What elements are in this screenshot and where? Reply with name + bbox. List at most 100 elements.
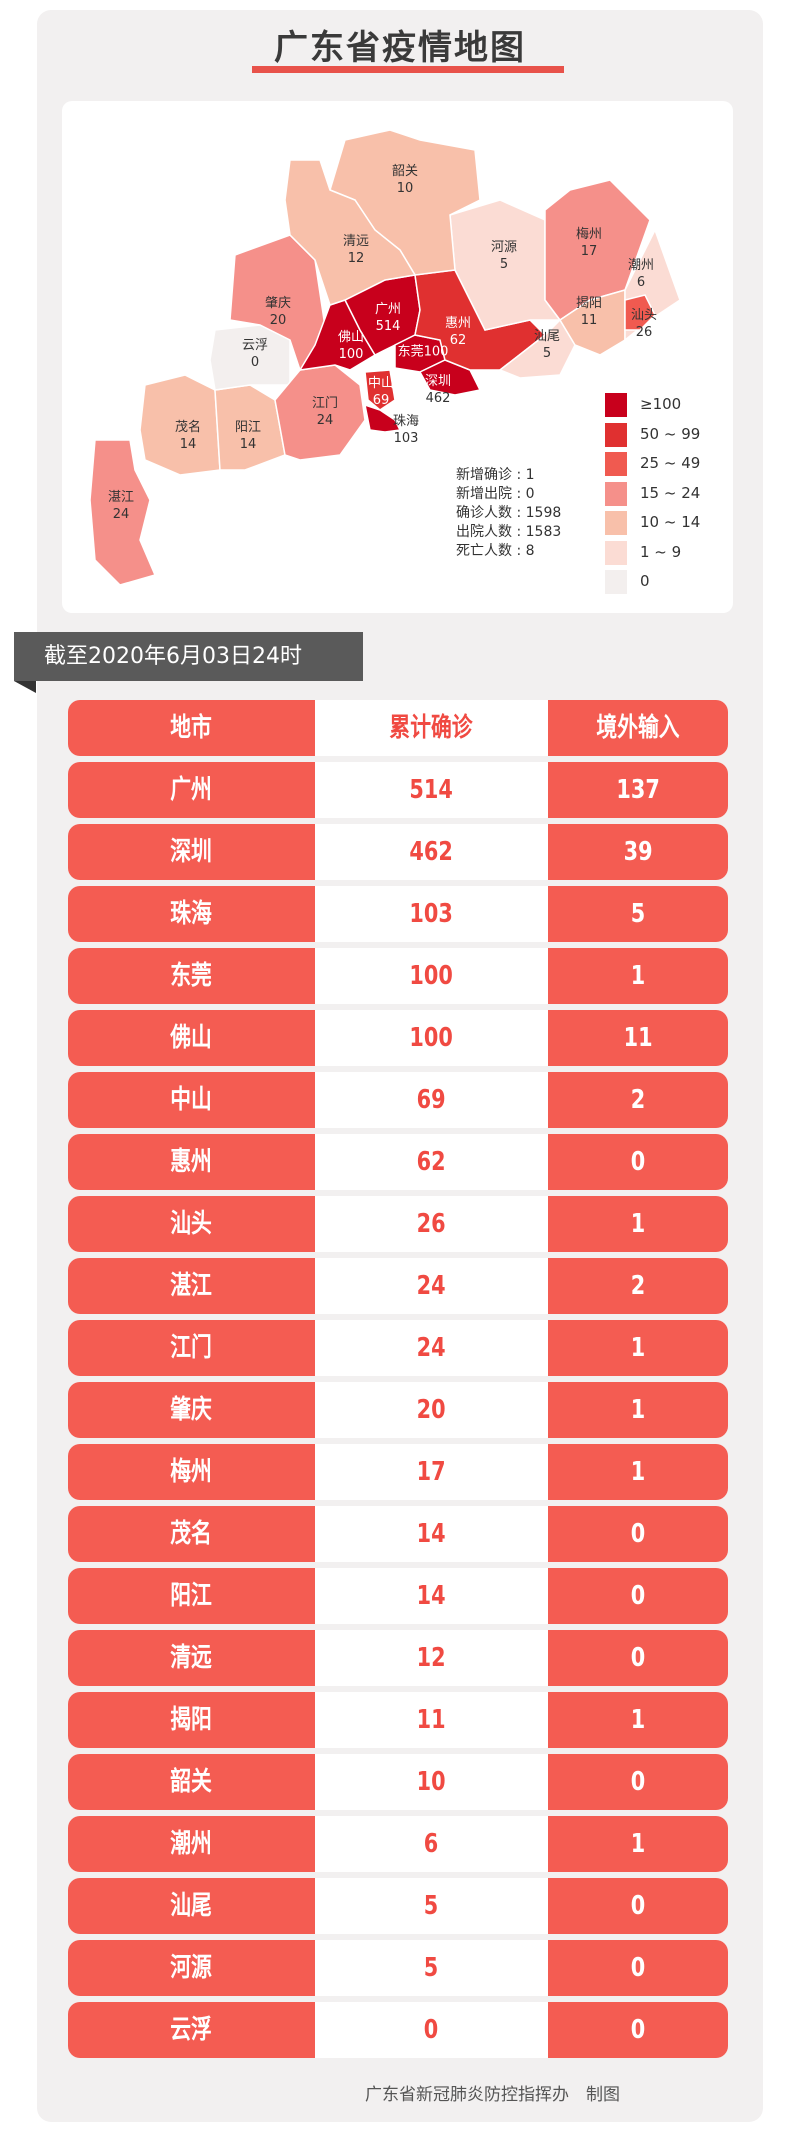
legend-label: 10 ~ 14 [640, 513, 701, 531]
cell-text: 24 [417, 1333, 446, 1363]
map-label-guangzhou: 广州 514 [374, 302, 402, 334]
cell-text: 阳江 [170, 1581, 213, 1611]
map-label-shenzhen: 深圳 462 [424, 374, 452, 406]
cell-text: 佛山 [170, 1023, 213, 1053]
cell-text: 20 [417, 1395, 446, 1425]
cell-text: 0 [630, 1953, 646, 1983]
legend-label: ≥100 [640, 395, 682, 413]
cell-city: 中山 [68, 1072, 315, 1128]
cell-text: 5 [424, 1953, 439, 1983]
cell-text: 0 [630, 1147, 646, 1177]
cell-city: 汕尾 [68, 1878, 315, 1934]
cell-city: 江门 [68, 1320, 315, 1376]
cell-imported: 0 [548, 1630, 728, 1686]
cell-cumulative: 17 [315, 1444, 548, 1500]
table-row: 珠海 103 5 [68, 886, 728, 942]
cell-cumulative: 24 [315, 1320, 548, 1376]
cell-imported: 39 [548, 824, 728, 880]
map-label-zhaoqing: 肇庆 20 [264, 296, 292, 328]
table-row: 中山 69 2 [68, 1072, 728, 1128]
cell-city: 湛江 [68, 1258, 315, 1314]
cell-imported: 2 [548, 1072, 728, 1128]
cell-city: 东莞 [68, 948, 315, 1004]
cell-imported: 0 [548, 1568, 728, 1624]
table-row: 汕尾 5 0 [68, 1878, 728, 1934]
cell-city: 韶关 [68, 1754, 315, 1810]
header-city: 地市 [68, 700, 315, 756]
cell-text: 26 [417, 1209, 446, 1239]
cell-city: 河源 [68, 1940, 315, 1996]
cell-text: 云浮 [170, 2015, 213, 2045]
header-cumulative: 累计确诊 [315, 700, 548, 756]
cell-text: 中山 [170, 1085, 213, 1115]
stats-summary: 新增确诊 : 1 新增出院 : 0 确诊人数 : 1598 出院人数 : 158… [456, 466, 561, 561]
cell-text: 潮州 [170, 1829, 213, 1859]
region-maoming [139, 374, 221, 476]
cell-text: 0 [630, 1643, 646, 1673]
table-row: 佛山 100 11 [68, 1010, 728, 1066]
cell-text: 14 [417, 1581, 446, 1611]
region-heyuan [449, 199, 562, 331]
cell-imported: 1 [548, 1196, 728, 1252]
cell-text: 深圳 [170, 837, 213, 867]
cell-text: 69 [417, 1085, 446, 1115]
cell-text: 24 [417, 1271, 446, 1301]
map-label-jiangmen: 江门 24 [311, 396, 339, 428]
cell-cumulative: 24 [315, 1258, 548, 1314]
cell-city: 珠海 [68, 886, 315, 942]
cell-text: 汕头 [170, 1209, 213, 1239]
cell-text: 韶关 [170, 1767, 213, 1797]
map-label-shanwei: 汕尾 5 [533, 329, 561, 361]
cell-text: 100 [409, 1023, 454, 1053]
table-header: 地市 累计确诊 境外输入 [68, 700, 728, 756]
cell-text: 103 [409, 899, 454, 929]
cell-text: 11 [417, 1705, 446, 1735]
cell-imported: 0 [548, 1506, 728, 1562]
cell-cumulative: 10 [315, 1754, 548, 1810]
legend-label: 50 ~ 99 [640, 424, 701, 443]
cell-text: 5 [630, 899, 646, 929]
map-label-maoming: 茂名 14 [174, 420, 202, 452]
cell-text: 62 [417, 1147, 446, 1177]
map-label-yangjiang: 阳江 14 [234, 420, 262, 452]
map-label-yunfu: 云浮 0 [241, 338, 269, 370]
cell-text: 1 [630, 1395, 646, 1425]
cell-text: 广州 [170, 775, 213, 805]
cell-text: 6 [424, 1829, 439, 1859]
cell-text: 10 [417, 1767, 446, 1797]
cell-cumulative: 0 [315, 2002, 548, 2058]
cell-city: 佛山 [68, 1010, 315, 1066]
cell-text: 5 [424, 1891, 439, 1921]
cell-text: 11 [623, 1023, 653, 1053]
cell-cumulative: 462 [315, 824, 548, 880]
table-row: 潮州 6 1 [68, 1816, 728, 1872]
cell-cumulative: 6 [315, 1816, 548, 1872]
cell-text: 0 [630, 1767, 646, 1797]
cell-text: 东莞 [170, 961, 213, 991]
map-label-dongguan: 东莞100 [397, 344, 449, 360]
cell-text: 0 [630, 2015, 646, 2045]
stat-discharged: 出院人数 : 1583 [456, 524, 562, 540]
map-label-zhanjiang: 湛江 24 [107, 490, 135, 522]
legend-label: 15 ~ 24 [640, 483, 701, 502]
legend-swatch [605, 511, 627, 535]
cell-text: 2 [630, 1085, 646, 1115]
table-row: 梅州 17 1 [68, 1444, 728, 1500]
cell-text: 1 [630, 1457, 646, 1487]
cell-imported: 11 [548, 1010, 728, 1066]
map-label-shantou: 汕头 26 [630, 308, 658, 340]
cell-cumulative: 5 [315, 1878, 548, 1934]
cell-text: 0 [424, 2015, 439, 2045]
cell-text: 江门 [170, 1333, 213, 1363]
guangdong-map [89, 129, 681, 586]
map-label-meizhou: 梅州 17 [575, 227, 603, 259]
cell-city: 揭阳 [68, 1692, 315, 1748]
cell-imported: 1 [548, 948, 728, 1004]
cell-cumulative: 514 [315, 762, 548, 818]
header-imported: 境外输入 [548, 700, 728, 756]
stat-deaths: 死亡人数 : 8 [456, 543, 535, 559]
cell-city: 茂名 [68, 1506, 315, 1562]
cell-city: 惠州 [68, 1134, 315, 1190]
cell-text: 1 [630, 1829, 646, 1859]
cell-city: 阳江 [68, 1568, 315, 1624]
